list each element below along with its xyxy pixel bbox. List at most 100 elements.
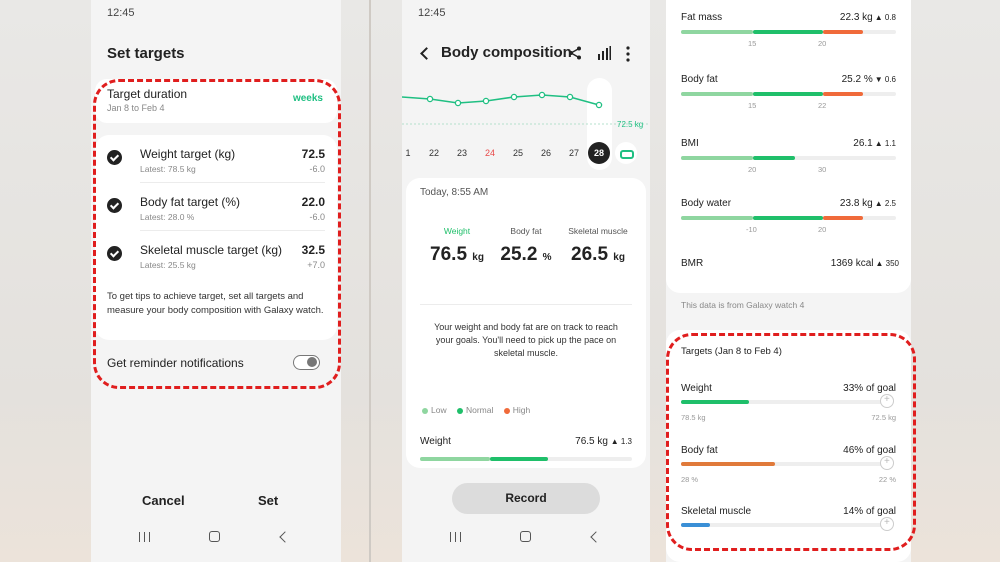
- back-icon[interactable]: [279, 531, 291, 543]
- watch-icon[interactable]: [615, 142, 637, 164]
- nav-bar: [402, 530, 650, 544]
- progress-message: Your weight and body fat are on track to…: [434, 322, 618, 358]
- range-tick: 15: [748, 39, 757, 48]
- row-divider: [140, 182, 325, 183]
- target-progress-bar: [681, 462, 886, 466]
- legend-item-low: Low: [422, 405, 447, 415]
- goal-marker-icon: [880, 517, 894, 531]
- target-name: Skeletal muscle: [681, 506, 752, 517]
- metric-body-fat: Body fat 25.2 %: [487, 226, 565, 266]
- cancel-button[interactable]: Cancel: [142, 493, 185, 508]
- measure-name: Fat mass: [681, 12, 723, 23]
- day-label[interactable]: 23: [456, 148, 467, 158]
- metric-value: 25.2 %: [500, 244, 552, 265]
- page-title: Body composition: [441, 44, 572, 61]
- share-icon[interactable]: [568, 46, 582, 60]
- body-composition-screen: 12:45 Body composition 72.5 kg 1 22 23 24 25…: [402, 0, 650, 562]
- metric-value: 76.5 kg: [430, 244, 484, 265]
- body-fat-target-row[interactable]: Body fat target (%) Latest: 28.0 % 22.0 …: [95, 183, 337, 231]
- weight-trend-chart[interactable]: [402, 75, 650, 170]
- selected-day[interactable]: 28: [588, 142, 610, 164]
- target-duration-label: Target duration: [107, 87, 188, 101]
- day-label[interactable]: 27: [568, 148, 579, 158]
- trend-series-line: [402, 94, 600, 106]
- reminder-toggle[interactable]: [293, 355, 320, 370]
- goal-marker-icon: [880, 394, 894, 408]
- range-tick: 20: [818, 39, 827, 48]
- target-goal: 22 %: [878, 475, 896, 484]
- legend-item-normal: Normal: [456, 405, 493, 415]
- target-progress-bar: [681, 523, 886, 527]
- day-label[interactable]: 26: [540, 148, 551, 158]
- back-arrow-icon[interactable]: [420, 47, 433, 60]
- target-duration-row[interactable]: Target duration Jan 8 to Feb 4 weeks: [95, 79, 337, 123]
- day-label[interactable]: 22: [428, 148, 439, 158]
- reminder-label: Get reminder notifications: [107, 356, 244, 370]
- legend-item-high: High: [503, 405, 530, 415]
- legend: Low Normal High: [422, 405, 538, 415]
- toggle-knob: [307, 357, 317, 367]
- status-time: 12:45: [107, 7, 135, 19]
- day-label[interactable]: 1: [405, 148, 411, 158]
- target-start: 28 %: [681, 475, 699, 484]
- target-value[interactable]: 72.5: [301, 147, 325, 161]
- trend-point: [482, 97, 490, 105]
- trend-point: [595, 101, 603, 109]
- set-button[interactable]: Set: [258, 493, 279, 508]
- metric-label: Body fat: [510, 226, 542, 236]
- trend-point: [538, 91, 546, 99]
- trend-point: [454, 99, 462, 107]
- weight-target-row[interactable]: Weight target (kg) Latest: 78.5 kg 72.5 …: [95, 135, 337, 183]
- metric-label: Skeletal muscle: [568, 226, 628, 236]
- targets-card: Weight target (kg) Latest: 78.5 kg 72.5 …: [95, 135, 337, 340]
- target-latest: Latest: 28.0 %: [140, 212, 195, 222]
- home-icon[interactable]: [209, 531, 220, 542]
- measure-range-bar: [681, 216, 896, 220]
- range-tick: 20: [748, 165, 757, 174]
- range-tick: 15: [748, 101, 757, 110]
- range-tick: -10: [746, 225, 757, 234]
- target-duration-value[interactable]: weeks: [292, 93, 323, 104]
- check-icon[interactable]: [107, 198, 122, 213]
- day-label[interactable]: 24: [484, 148, 495, 158]
- skeletal-muscle-target-row[interactable]: Skeletal muscle target (kg) Latest: 25.5…: [95, 231, 337, 279]
- weight-row-label: Weight: [420, 436, 451, 447]
- target-name: Body fat target (%): [140, 195, 241, 209]
- trend-point: [510, 93, 518, 101]
- metric-value: 26.5 kg: [571, 244, 625, 265]
- metric-skeletal-muscle: Skeletal muscle 26.5 kg: [559, 226, 637, 266]
- check-icon[interactable]: [107, 246, 122, 261]
- weight-row-value: 76.5 kg ▲ 1.3: [575, 436, 632, 447]
- measures-card: Fat mass 22.3 kg ▲ 0.8 15 20 Body fat 25.…: [666, 0, 911, 293]
- home-icon[interactable]: [520, 531, 531, 542]
- check-icon[interactable]: [107, 150, 122, 165]
- target-value[interactable]: 32.5: [301, 243, 325, 257]
- target-name: Weight: [681, 383, 712, 394]
- measurement-time: Today, 8:55 AM: [420, 187, 489, 198]
- target-line-label: 72.5 kg: [617, 120, 644, 129]
- record-button[interactable]: Record: [452, 483, 600, 514]
- body-composition-details-screen: Fat mass 22.3 kg ▲ 0.8 15 20 Body fat 25.…: [666, 0, 911, 562]
- more-options-icon[interactable]: [625, 46, 631, 62]
- recent-apps-icon[interactable]: [139, 532, 150, 542]
- data-source-note: This data is from Galaxy watch 4: [681, 300, 805, 310]
- target-value[interactable]: 22.0: [301, 195, 325, 209]
- target-name: Skeletal muscle target (kg): [140, 243, 283, 257]
- measure-range-bar: [681, 92, 896, 96]
- target-progress-fill: [681, 462, 776, 466]
- measure-value: 22.3 kg ▲ 0.8: [839, 12, 896, 23]
- page-title: Set targets: [107, 45, 185, 62]
- measure-value: 23.8 kg ▲ 2.5: [839, 198, 896, 209]
- target-progress-fill: [681, 523, 710, 527]
- weight-range-bar: [420, 457, 632, 461]
- measure-value: 1369 kcal ▲ 350: [830, 258, 899, 269]
- recent-apps-icon[interactable]: [450, 532, 461, 542]
- bar-chart-icon[interactable]: [597, 46, 611, 60]
- target-diff: -6.0: [309, 212, 325, 222]
- target-start: 78.5 kg: [681, 413, 706, 422]
- back-icon[interactable]: [590, 531, 602, 543]
- measure-name: BMR: [681, 258, 704, 269]
- day-label[interactable]: 25: [512, 148, 523, 158]
- measure-name: Body water: [681, 198, 732, 209]
- target-progress-bar: [681, 400, 886, 404]
